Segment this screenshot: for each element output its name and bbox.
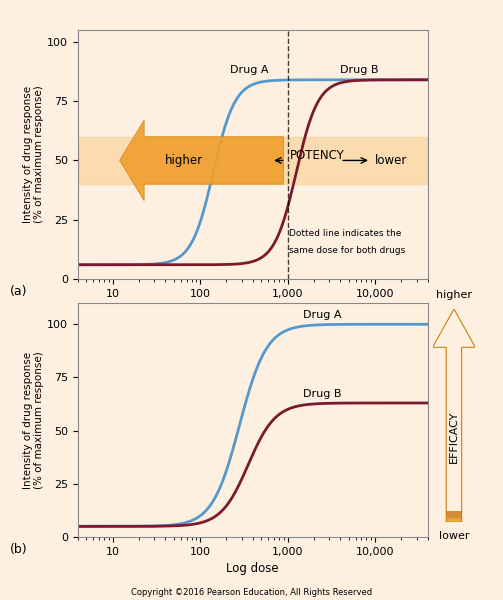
Polygon shape: [446, 512, 462, 518]
Text: Drug A: Drug A: [230, 65, 269, 74]
Polygon shape: [446, 516, 462, 521]
Text: Drug A: Drug A: [303, 310, 342, 320]
Text: lower: lower: [375, 154, 407, 167]
Polygon shape: [446, 515, 462, 521]
Polygon shape: [446, 515, 462, 520]
Polygon shape: [446, 514, 462, 519]
Polygon shape: [446, 517, 462, 522]
Polygon shape: [446, 516, 462, 521]
Polygon shape: [446, 514, 462, 519]
Polygon shape: [446, 516, 462, 521]
Text: higher: higher: [436, 290, 472, 301]
Text: POTENCY: POTENCY: [290, 149, 345, 162]
Polygon shape: [446, 516, 462, 521]
Polygon shape: [446, 514, 462, 520]
Polygon shape: [446, 512, 462, 517]
Text: Drug B: Drug B: [340, 65, 379, 74]
Polygon shape: [446, 514, 462, 518]
Polygon shape: [446, 514, 462, 519]
Text: Copyright ©2016 Pearson Education, All Rights Reserved: Copyright ©2016 Pearson Education, All R…: [131, 588, 372, 597]
Polygon shape: [446, 513, 462, 518]
Polygon shape: [446, 515, 462, 520]
Text: (a): (a): [10, 285, 28, 298]
X-axis label: Log dose: Log dose: [226, 304, 279, 317]
Polygon shape: [446, 516, 462, 521]
Polygon shape: [446, 517, 462, 522]
Polygon shape: [446, 515, 462, 521]
Polygon shape: [446, 512, 462, 517]
Polygon shape: [446, 514, 462, 519]
Polygon shape: [446, 512, 462, 518]
Text: Drug B: Drug B: [303, 389, 342, 398]
Polygon shape: [446, 513, 462, 518]
Text: lower: lower: [439, 530, 469, 541]
Polygon shape: [446, 517, 462, 522]
Text: higher: higher: [165, 154, 204, 167]
Polygon shape: [446, 515, 462, 521]
Polygon shape: [446, 512, 462, 518]
Text: same dose for both drugs: same dose for both drugs: [289, 246, 405, 255]
Polygon shape: [446, 514, 462, 520]
Polygon shape: [446, 512, 462, 517]
Polygon shape: [446, 515, 462, 520]
Text: (b): (b): [10, 543, 28, 556]
Polygon shape: [446, 511, 462, 517]
Polygon shape: [446, 515, 462, 520]
Polygon shape: [446, 513, 462, 518]
Y-axis label: Intensity of drug response
(% of maximum response): Intensity of drug response (% of maximum…: [23, 86, 44, 223]
Text: EFFICACY: EFFICACY: [449, 410, 459, 463]
Polygon shape: [446, 512, 462, 517]
Polygon shape: [446, 513, 462, 518]
Polygon shape: [446, 515, 462, 521]
X-axis label: Log dose: Log dose: [226, 562, 279, 575]
Polygon shape: [446, 512, 462, 517]
Polygon shape: [446, 515, 462, 520]
Text: Dotted line indicates the: Dotted line indicates the: [289, 229, 402, 238]
Polygon shape: [446, 512, 462, 518]
Y-axis label: Intensity of drug response
(% of maximum response): Intensity of drug response (% of maximum…: [23, 351, 44, 489]
Polygon shape: [446, 514, 462, 520]
Polygon shape: [446, 514, 462, 520]
Polygon shape: [120, 120, 284, 201]
